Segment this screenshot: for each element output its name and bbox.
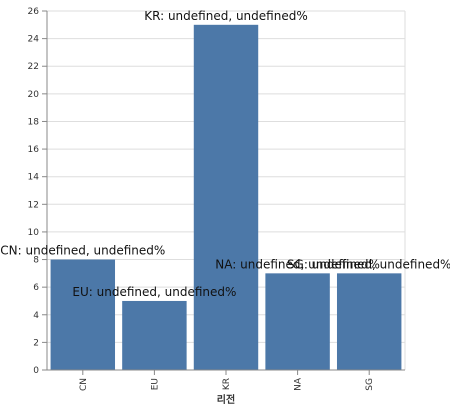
x-axis-title: 리전	[217, 393, 235, 406]
y-tick-label: 26	[28, 7, 40, 17]
y-tick-label: 8	[33, 256, 39, 266]
x-tick-label: EU	[150, 378, 160, 390]
data-labels: CN: undefined, undefined% EU: undefined, …	[0, 9, 450, 299]
x-axis-ticks: CN EU KR NA SG	[79, 370, 375, 391]
bar-na	[265, 273, 330, 370]
y-tick-label: 22	[28, 62, 39, 72]
bars	[50, 24, 402, 371]
data-label-kr: KR: undefined, undefined%	[144, 9, 307, 23]
y-tick-label: 14	[28, 173, 40, 183]
y-tick-label: 18	[28, 117, 40, 127]
y-tick-label: 6	[33, 283, 39, 293]
y-tick-label: 16	[28, 145, 40, 155]
data-label-eu: EU: undefined, undefined%	[72, 285, 236, 299]
bar-kr	[193, 24, 259, 371]
data-label-cn: CN: undefined, undefined%	[0, 244, 165, 258]
x-tick-label: NA	[294, 377, 304, 391]
x-tick-label: SG	[365, 378, 375, 391]
y-tick-label: 12	[28, 200, 39, 210]
y-tick-label: 0	[33, 366, 39, 376]
x-tick-label: CN	[79, 378, 89, 391]
y-tick-label: 20	[28, 90, 40, 100]
bar-cn	[50, 259, 116, 370]
x-tick-label: KR	[222, 378, 232, 390]
data-label-sg: SG: undefined, undefined%	[287, 257, 450, 271]
y-tick-label: 10	[28, 228, 40, 238]
data-label-na: NA: undefined, undefined%	[215, 257, 380, 271]
bar-eu	[122, 300, 187, 370]
y-tick-label: 2	[33, 338, 39, 348]
y-tick-label: 4	[33, 311, 39, 321]
y-tick-label: 24	[28, 35, 40, 45]
bar-sg	[336, 273, 402, 370]
